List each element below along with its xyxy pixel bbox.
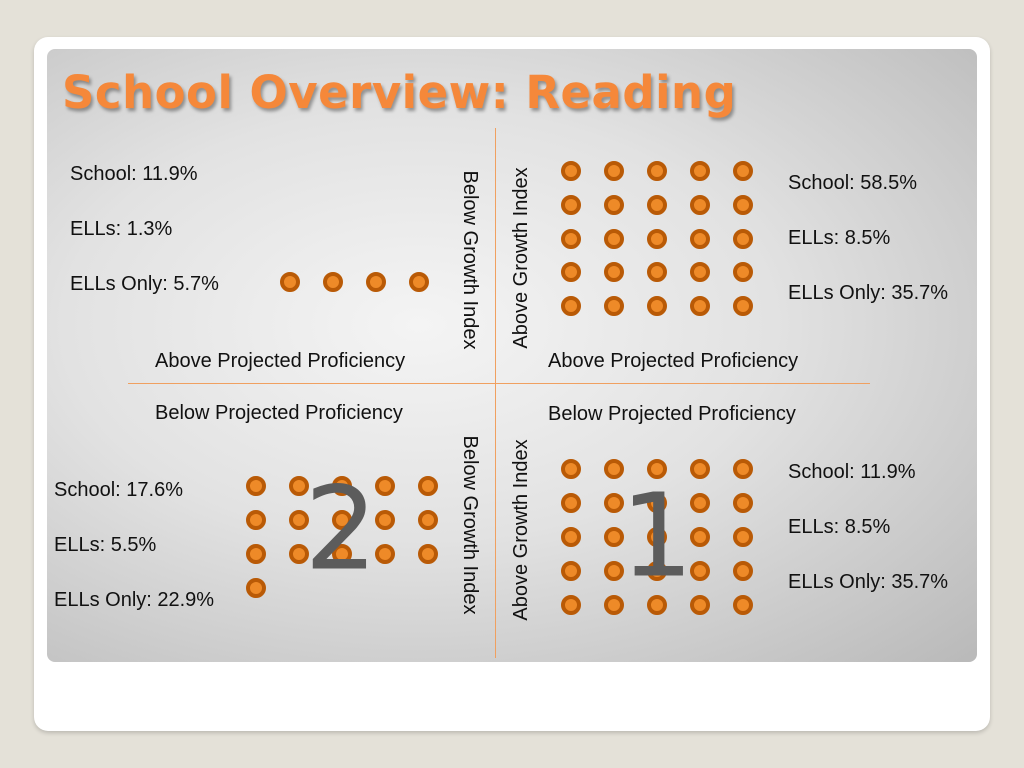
dot-marker	[604, 493, 624, 513]
tl-proficiency-label: Above Projected Proficiency	[155, 350, 406, 372]
dot-marker	[733, 161, 753, 181]
bl-proficiency-label: Below Projected Proficiency	[155, 402, 403, 424]
dot-marker	[733, 296, 753, 316]
dot-marker	[647, 262, 667, 283]
dot-marker	[289, 510, 309, 530]
bl-school-stat: School: 17.6%	[54, 479, 183, 501]
dot-marker	[690, 228, 710, 249]
dot-marker	[690, 194, 710, 215]
dot-marker	[733, 262, 753, 283]
dot-marker	[647, 561, 667, 581]
dot-marker	[332, 476, 352, 496]
tl-ells-stat: ELLs: 1.3%	[70, 218, 173, 240]
br-ells-only-stat: ELLs Only: 35.7%	[788, 571, 949, 593]
dot-marker	[604, 527, 624, 547]
dot-marker	[561, 228, 581, 249]
dot-marker	[561, 194, 581, 215]
dot-marker	[604, 228, 624, 249]
dot-marker	[409, 272, 429, 292]
dot-marker	[246, 578, 266, 598]
dot-marker	[647, 161, 667, 181]
dot-marker	[690, 493, 710, 513]
dot-marker	[647, 527, 667, 547]
dot-marker	[647, 493, 667, 513]
dot-marker	[289, 544, 309, 564]
dot-marker	[647, 595, 667, 615]
dot-marker	[561, 262, 581, 283]
dot-marker	[733, 561, 753, 581]
dot-marker	[418, 476, 438, 496]
dot-marker	[647, 459, 667, 479]
dot-marker	[604, 296, 624, 316]
dot-marker	[647, 296, 667, 316]
dot-marker	[561, 527, 581, 547]
slide-title: School Overview: Reading	[62, 66, 737, 119]
tr-school-stat: School: 58.5%	[788, 172, 917, 194]
tl-ells-only-stat: ELLs Only: 5.7%	[70, 273, 219, 295]
vertical-axis-line	[495, 128, 496, 658]
dot-marker	[246, 544, 266, 564]
dot-marker	[418, 544, 438, 564]
dot-marker	[289, 476, 309, 496]
dot-marker	[561, 296, 581, 316]
dot-marker	[561, 493, 581, 513]
br-growth-label: Above Growth Index	[510, 439, 532, 621]
dot-marker	[690, 262, 710, 283]
dot-marker	[647, 228, 667, 249]
tr-ells-only-stat: ELLs Only: 35.7%	[788, 282, 949, 304]
content-panel	[47, 49, 977, 662]
tl-school-stat: School: 11.9%	[70, 163, 198, 185]
dot-marker	[332, 544, 352, 564]
dot-marker	[690, 459, 710, 479]
dot-marker	[323, 272, 343, 292]
dot-marker	[733, 459, 753, 479]
dot-marker	[246, 510, 266, 530]
dot-marker	[561, 161, 581, 181]
dot-marker	[733, 493, 753, 513]
bl-ells-only-stat: ELLs Only: 22.9%	[54, 589, 215, 611]
dot-marker	[690, 561, 710, 581]
dot-marker	[366, 272, 386, 292]
tr-ells-stat: ELLs: 8.5%	[788, 227, 891, 249]
dot-marker	[375, 544, 395, 564]
dot-marker	[690, 595, 710, 615]
dot-marker	[332, 510, 352, 530]
br-quadrant-number: 1	[620, 469, 694, 604]
dot-marker	[733, 595, 753, 615]
bl-ells-stat: ELLs: 5.5%	[54, 534, 157, 556]
dot-marker	[604, 194, 624, 215]
dot-marker	[647, 194, 667, 215]
br-school-stat: School: 11.9%	[788, 461, 916, 483]
dot-marker	[690, 296, 710, 316]
dot-marker	[690, 527, 710, 547]
dot-marker	[246, 476, 266, 496]
dot-marker	[561, 561, 581, 581]
bl-growth-label: Below Growth Index	[459, 435, 481, 615]
br-ells-stat: ELLs: 8.5%	[788, 516, 891, 538]
dot-marker	[375, 476, 395, 496]
dot-marker	[604, 161, 624, 181]
dot-marker	[561, 595, 581, 615]
dot-marker	[418, 510, 438, 530]
dot-marker	[280, 272, 300, 292]
dot-marker	[733, 527, 753, 547]
dot-marker	[604, 595, 624, 615]
dot-marker	[375, 510, 395, 530]
bl-quadrant-number: 2	[304, 462, 378, 597]
horizontal-axis-line	[128, 383, 870, 384]
dot-marker	[604, 262, 624, 283]
tl-growth-label: Below Growth Index	[459, 170, 481, 350]
tr-growth-label: Above Growth Index	[510, 167, 532, 349]
dot-marker	[604, 561, 624, 581]
dot-marker	[561, 459, 581, 479]
dot-marker	[690, 161, 710, 181]
br-proficiency-label: Below Projected Proficiency	[548, 403, 796, 425]
tr-proficiency-label: Above Projected Proficiency	[548, 350, 799, 372]
dot-marker	[733, 194, 753, 215]
dot-marker	[604, 459, 624, 479]
dot-marker	[733, 228, 753, 249]
